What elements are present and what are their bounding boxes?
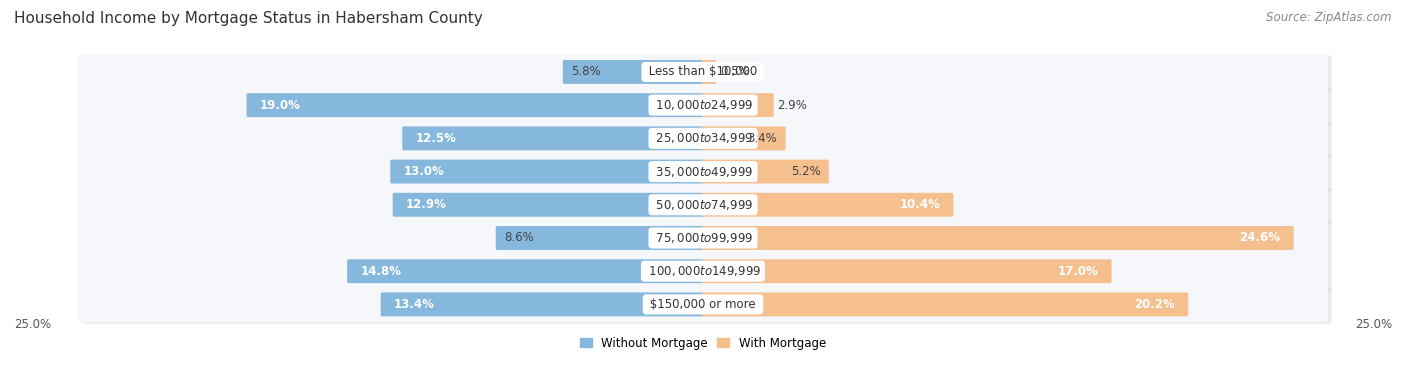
FancyBboxPatch shape xyxy=(702,126,786,150)
Text: $35,000 to $49,999: $35,000 to $49,999 xyxy=(652,164,754,178)
FancyBboxPatch shape xyxy=(82,55,1331,91)
Text: $50,000 to $74,999: $50,000 to $74,999 xyxy=(652,198,754,212)
Text: $100,000 to $149,999: $100,000 to $149,999 xyxy=(644,264,762,278)
Text: 8.6%: 8.6% xyxy=(505,231,534,245)
Text: 25.0%: 25.0% xyxy=(1355,318,1392,331)
Text: 13.0%: 13.0% xyxy=(404,165,444,178)
Text: 24.6%: 24.6% xyxy=(1240,231,1281,245)
Text: 12.5%: 12.5% xyxy=(415,132,457,145)
Text: 19.0%: 19.0% xyxy=(260,99,301,112)
FancyBboxPatch shape xyxy=(82,255,1331,290)
FancyBboxPatch shape xyxy=(246,93,704,117)
Text: Household Income by Mortgage Status in Habersham County: Household Income by Mortgage Status in H… xyxy=(14,11,482,26)
Text: 14.8%: 14.8% xyxy=(360,265,401,278)
Text: 2.9%: 2.9% xyxy=(778,99,807,112)
FancyBboxPatch shape xyxy=(82,122,1331,158)
Text: $75,000 to $99,999: $75,000 to $99,999 xyxy=(652,231,754,245)
FancyBboxPatch shape xyxy=(702,93,773,117)
Text: 12.9%: 12.9% xyxy=(406,198,447,211)
FancyBboxPatch shape xyxy=(79,187,1327,223)
Text: $25,000 to $34,999: $25,000 to $34,999 xyxy=(652,131,754,146)
FancyBboxPatch shape xyxy=(79,253,1327,289)
FancyBboxPatch shape xyxy=(702,293,1188,316)
FancyBboxPatch shape xyxy=(402,126,704,150)
FancyBboxPatch shape xyxy=(496,226,704,250)
FancyBboxPatch shape xyxy=(79,220,1327,256)
Text: 3.4%: 3.4% xyxy=(748,132,778,145)
Text: $10,000 to $24,999: $10,000 to $24,999 xyxy=(652,98,754,112)
FancyBboxPatch shape xyxy=(79,54,1327,90)
FancyBboxPatch shape xyxy=(82,288,1331,324)
FancyBboxPatch shape xyxy=(79,153,1327,189)
FancyBboxPatch shape xyxy=(702,160,828,184)
Text: 25.0%: 25.0% xyxy=(14,318,51,331)
FancyBboxPatch shape xyxy=(82,88,1331,124)
FancyBboxPatch shape xyxy=(82,155,1331,191)
Text: 13.4%: 13.4% xyxy=(394,298,434,311)
FancyBboxPatch shape xyxy=(562,60,704,84)
FancyBboxPatch shape xyxy=(82,222,1331,257)
FancyBboxPatch shape xyxy=(82,188,1331,224)
FancyBboxPatch shape xyxy=(79,87,1327,123)
Text: 17.0%: 17.0% xyxy=(1057,265,1098,278)
Text: 20.2%: 20.2% xyxy=(1135,298,1175,311)
FancyBboxPatch shape xyxy=(79,287,1327,322)
Text: 5.8%: 5.8% xyxy=(571,65,600,78)
FancyBboxPatch shape xyxy=(702,60,716,84)
FancyBboxPatch shape xyxy=(347,259,704,283)
Text: 5.2%: 5.2% xyxy=(790,165,821,178)
FancyBboxPatch shape xyxy=(381,293,704,316)
FancyBboxPatch shape xyxy=(79,121,1327,156)
Text: Source: ZipAtlas.com: Source: ZipAtlas.com xyxy=(1267,11,1392,24)
FancyBboxPatch shape xyxy=(702,259,1112,283)
FancyBboxPatch shape xyxy=(702,193,953,217)
FancyBboxPatch shape xyxy=(702,226,1294,250)
Text: Less than $10,000: Less than $10,000 xyxy=(645,65,761,78)
FancyBboxPatch shape xyxy=(392,193,704,217)
FancyBboxPatch shape xyxy=(391,160,704,184)
Legend: Without Mortgage, With Mortgage: Without Mortgage, With Mortgage xyxy=(581,337,825,350)
Text: 10.4%: 10.4% xyxy=(900,198,941,211)
Text: $150,000 or more: $150,000 or more xyxy=(647,298,759,311)
Text: 0.5%: 0.5% xyxy=(720,65,749,78)
